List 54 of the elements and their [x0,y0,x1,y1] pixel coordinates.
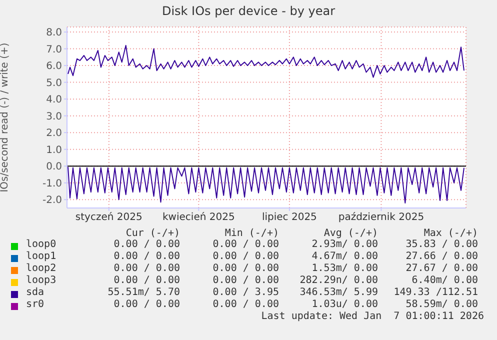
text: 27.66 / 0.00 [406,251,478,262]
legend-label: loop1 [26,251,56,262]
text: 0.00 / 0.00 [114,275,180,286]
text: 0.00 / 0.00 [114,251,180,262]
legend-label: loop2 [26,263,56,274]
text: 0.00 / 0.00 [212,275,279,286]
text: 0.00 / 3.95 [212,287,279,298]
legend-label: loop3 [26,275,56,286]
text: Max (-/+) [424,228,478,239]
x-tick-label: październik 2025 [338,211,424,224]
y-tick-label: 0.0 [46,162,62,173]
text: 0.00 / 0.00 [212,239,279,250]
x-tick-label: kwiecień 2025 [162,211,235,224]
legend-label: sda [26,287,44,298]
text: 1.53m/ 0.00 [312,263,378,274]
text: 0.00 / 0.00 [114,299,180,310]
text: 6.40m/ 0.00 [412,275,478,286]
text: Last update: Wed Jan 7 01:00:11 2026 [261,311,484,322]
text: 0.00 / 0.00 [212,263,279,274]
text: Avg (-/+) [324,228,378,239]
text: Cur (-/+) [126,228,180,239]
y-tick-label: 3.0 [46,111,62,122]
text: 346.53m/ 5.99 [300,287,378,298]
x-tick-label: styczeń 2025 [75,211,142,224]
y-tick-label: 8.0 [46,28,62,39]
x-tick-label: lipiec 2025 [262,212,317,224]
text: 0.00 / 0.00 [212,299,279,310]
text: 0.00 / 0.00 [212,251,279,262]
text: 2.93m/ 0.00 [312,239,378,250]
text: 27.67 / 0.00 [406,263,478,274]
text: 4.67m/ 0.00 [312,251,378,262]
y-tick-label: 6.0 [46,61,62,72]
legend-label: loop0 [26,239,56,250]
text: 35.83 / 0.00 [406,239,478,250]
y-tick-label: 1.0 [46,144,62,156]
text: 282.29n/ 0.00 [300,275,378,286]
chart-title: Disk IOs per device - by year [160,4,336,18]
y-tick-label: 2.0 [46,128,62,140]
y-axis-title: IOs/second read (-) / write (+) [0,42,11,192]
text: 55.51m/ 5.70 [108,287,180,298]
text: Min (-/+) [224,228,279,239]
y-tick-label: 7.0 [46,44,62,56]
line-series [68,44,465,78]
text: 0.00 / 0.00 [114,263,180,274]
y-tick-label: 5.0 [46,78,62,89]
y-tick-label: -1.0 [42,178,62,190]
text: 0.00 / 0.00 [114,239,180,250]
text: 58.59m/ 0.00 [406,299,478,310]
text: 149.33 /112.51 [394,287,478,298]
y-tick-label: -2.0 [42,195,62,206]
line-series [68,166,465,204]
y-tick-label: 4.0 [46,94,62,106]
legend-label: sr0 [26,299,44,310]
text: 1.03u/ 0.00 [312,299,378,310]
